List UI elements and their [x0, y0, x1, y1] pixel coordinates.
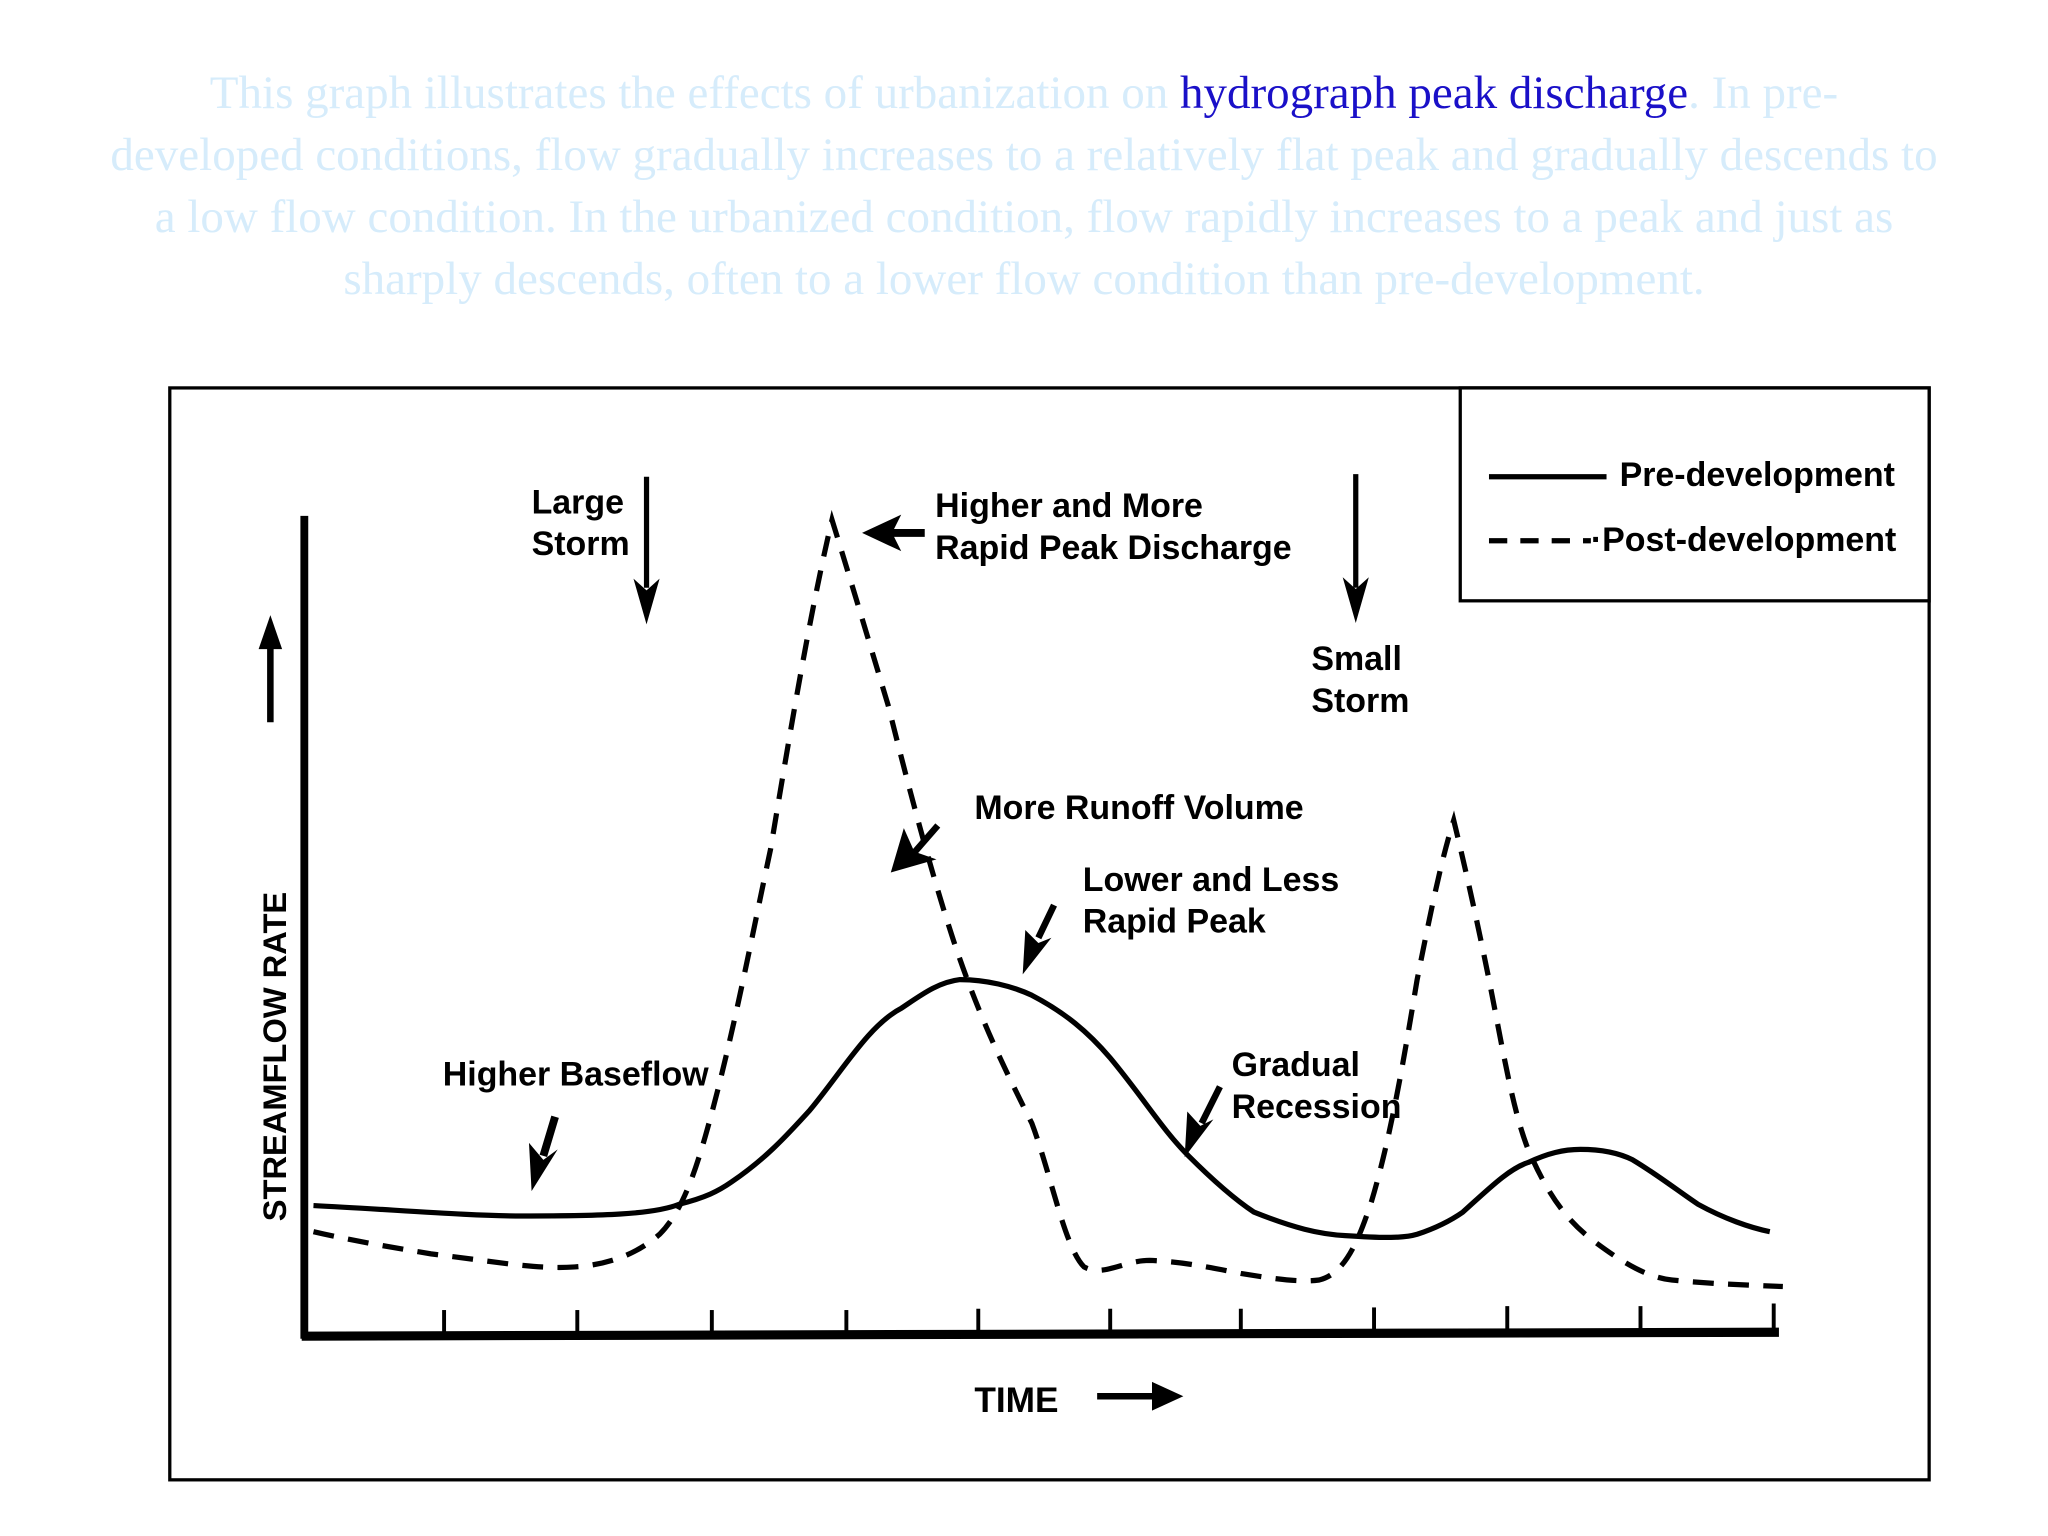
more-runoff-label: More Runoff Volume: [974, 789, 1303, 827]
down-left-arrow-icon: [1022, 903, 1057, 975]
x-axis-right-arrow-icon: [1097, 1381, 1184, 1411]
lower-peak-label-1: Lower and Less: [1083, 861, 1340, 899]
legend-box: [1458, 386, 1931, 603]
small-storm-label-2: Storm: [1311, 682, 1409, 720]
x-axis-ticks: [442, 1303, 1776, 1334]
caption-line-4: sharply descends, often to a lower flow …: [343, 253, 1705, 305]
gradual-recession-label-1: Gradual: [1232, 1046, 1360, 1084]
down-left-arrow-icon: [1184, 1085, 1223, 1158]
down-left-arrow-icon: [890, 823, 941, 873]
higher-baseflow-annotation: Higher Baseflow: [443, 1055, 710, 1192]
series-pre-development: [313, 976, 1771, 1241]
higher-baseflow-label: Higher Baseflow: [443, 1055, 710, 1093]
caption-text: . In pre-: [1688, 67, 1839, 119]
caption-line-3: a low flow condition. In the urbanized c…: [154, 191, 1894, 243]
large-storm-label-2: Storm: [532, 525, 630, 563]
higher-peak-label-1: Higher and More: [935, 487, 1203, 525]
down-arrow-icon: [528, 1115, 559, 1192]
small-storm-label-1: Small: [1311, 640, 1402, 678]
left-arrow-icon: [862, 514, 925, 552]
series-post-development: [312, 509, 1783, 1290]
lower-peak-annotation: Lower and Less Rapid Peak: [1022, 861, 1340, 975]
large-storm-annotation: Large Storm: [532, 476, 660, 625]
chart-frame: [168, 386, 1931, 1482]
higher-peak-annotation: Higher and More Rapid Peak Discharge: [862, 487, 1292, 567]
gradual-recession-label-2: Recession: [1232, 1088, 1402, 1126]
hydrograph-peak-discharge-link[interactable]: hydrograph peak discharge: [1179, 67, 1689, 119]
y-axis-up-arrow-icon: [258, 615, 283, 723]
caption-line-2: developed conditions, flow gradually inc…: [110, 129, 1938, 181]
legend-pre-development: Pre-development: [1620, 456, 1895, 494]
caption-text: This graph illustrates the effects of ur…: [209, 67, 1180, 119]
legend: Pre-development ·Post-development: [1458, 386, 1931, 603]
legend-post-development: ·Post-development: [1591, 521, 1896, 559]
small-storm-down-arrow-icon: [1342, 474, 1369, 624]
lower-peak-label-2: Rapid Peak: [1083, 903, 1266, 941]
x-axis-label: TIME: [974, 1381, 1058, 1420]
caption: This graph illustrates the effects of ur…: [0, 62, 2048, 310]
gradual-recession-annotation: Gradual Recession: [1184, 1046, 1402, 1158]
more-runoff-annotation: More Runoff Volume: [890, 789, 1304, 873]
x-axis: [301, 1327, 1779, 1341]
higher-peak-label-2: Rapid Peak Discharge: [935, 529, 1291, 567]
large-storm-label-1: Large: [532, 483, 624, 521]
large-storm-down-arrow-icon: [633, 476, 660, 625]
y-axis-label: STREAMFLOW RATE: [256, 892, 293, 1221]
small-storm-annotation: Small Storm: [1311, 474, 1409, 720]
caption-line-1: This graph illustrates the effects of ur…: [0, 62, 2048, 124]
